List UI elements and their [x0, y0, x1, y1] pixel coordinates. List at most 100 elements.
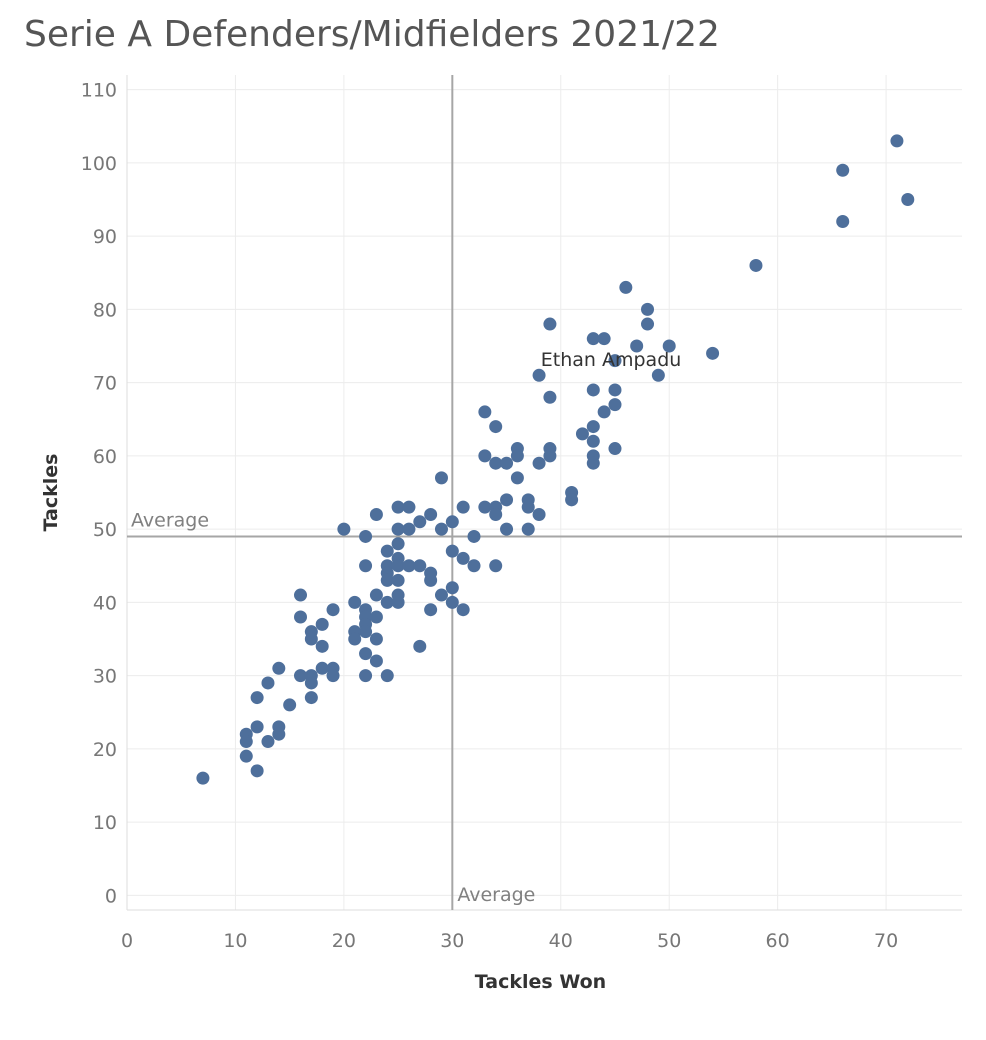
data-point	[391, 573, 405, 587]
data-point	[456, 551, 470, 565]
data-point	[359, 625, 373, 639]
data-point	[543, 390, 557, 404]
data-point	[445, 581, 459, 595]
data-point	[250, 720, 264, 734]
x-tick-label: 0	[121, 930, 133, 952]
data-point	[413, 515, 427, 529]
data-points	[196, 134, 915, 785]
data-point	[608, 354, 622, 368]
data-point	[369, 610, 383, 624]
data-point	[359, 529, 373, 543]
y-tick-label: 20	[93, 739, 117, 761]
data-point	[478, 500, 492, 514]
x-average-label: Average	[457, 884, 535, 906]
data-point	[261, 735, 275, 749]
data-point	[402, 500, 416, 514]
data-point	[597, 332, 611, 346]
data-point	[413, 639, 427, 653]
data-point	[445, 515, 459, 529]
labels: Ethan Ampadu	[541, 349, 682, 371]
data-point	[608, 383, 622, 397]
data-point	[608, 398, 622, 412]
x-tick-label: 30	[440, 930, 464, 952]
data-point	[380, 573, 394, 587]
data-point	[445, 544, 459, 558]
data-point	[304, 632, 318, 646]
data-point	[294, 588, 308, 602]
data-point	[239, 735, 253, 749]
data-point	[456, 500, 470, 514]
data-point	[391, 595, 405, 609]
data-point	[565, 493, 579, 507]
data-point	[391, 500, 405, 514]
y-average-label: Average	[131, 509, 209, 531]
data-point	[662, 339, 676, 353]
data-point	[586, 420, 600, 434]
data-point	[586, 383, 600, 397]
data-point	[489, 420, 503, 434]
data-point	[315, 639, 329, 653]
annotation-label: Ethan Ampadu	[541, 349, 682, 371]
data-point	[402, 522, 416, 536]
x-tick-label: 50	[657, 930, 681, 952]
y-tick-label: 70	[93, 373, 117, 395]
data-point	[369, 507, 383, 521]
data-point	[532, 507, 546, 521]
data-point	[380, 669, 394, 683]
data-point	[521, 500, 535, 514]
data-point	[391, 559, 405, 573]
data-point	[489, 456, 503, 470]
data-point	[261, 676, 275, 690]
data-point	[597, 405, 611, 419]
data-point	[489, 507, 503, 521]
data-point	[272, 661, 286, 675]
data-point	[294, 610, 308, 624]
data-point	[500, 493, 514, 507]
y-axis-title: Tackles	[40, 454, 62, 532]
data-point	[500, 456, 514, 470]
y-tick-label: 30	[93, 666, 117, 688]
grid-layer	[126, 75, 962, 910]
y-tick-label: 50	[93, 519, 117, 541]
data-point	[424, 603, 438, 617]
y-tick-label: 100	[81, 153, 117, 175]
data-point	[315, 661, 329, 675]
data-point	[348, 595, 362, 609]
data-point	[467, 559, 481, 573]
data-point	[478, 405, 492, 419]
y-tick-label: 10	[93, 812, 117, 834]
data-point	[510, 449, 524, 463]
data-point	[434, 522, 448, 536]
data-point	[500, 522, 514, 536]
data-point	[239, 749, 253, 763]
data-point	[619, 280, 633, 294]
data-point	[304, 676, 318, 690]
data-point	[315, 617, 329, 631]
data-point	[456, 603, 470, 617]
data-point	[434, 588, 448, 602]
data-point	[359, 559, 373, 573]
x-tick-label: 10	[223, 930, 247, 952]
data-point	[586, 456, 600, 470]
reference-lines: Average Average	[127, 75, 962, 910]
data-point	[543, 449, 557, 463]
y-tick-label: 90	[93, 226, 117, 248]
data-point	[586, 332, 600, 346]
data-point	[706, 346, 720, 360]
data-point	[478, 449, 492, 463]
data-point	[489, 559, 503, 573]
data-point	[369, 654, 383, 668]
data-point	[359, 647, 373, 661]
data-point	[348, 632, 362, 646]
data-point	[901, 193, 915, 207]
data-point	[651, 368, 665, 382]
data-point	[749, 258, 763, 272]
x-tick-label: 20	[332, 930, 356, 952]
x-tick-label: 60	[766, 930, 790, 952]
data-point	[391, 537, 405, 551]
data-point	[283, 698, 297, 712]
data-point	[326, 669, 340, 683]
data-point	[575, 427, 589, 441]
data-point	[250, 691, 264, 705]
